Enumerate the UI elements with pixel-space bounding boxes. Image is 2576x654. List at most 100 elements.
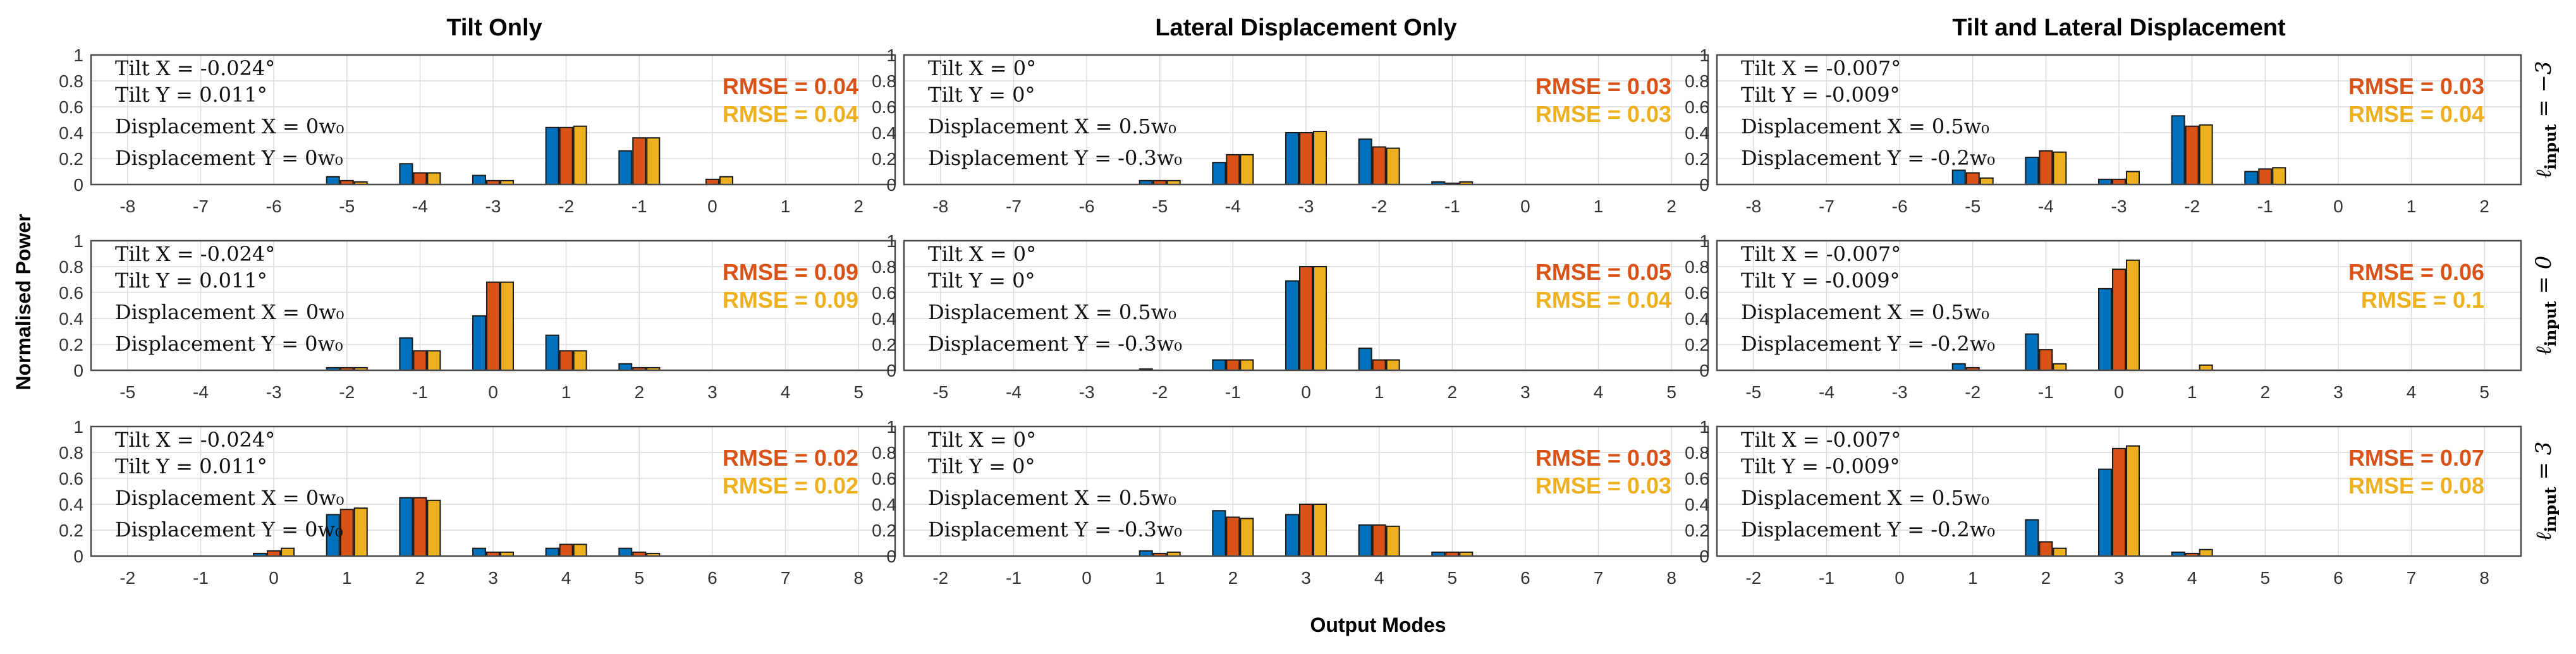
y-tick-label: 0.2: [872, 149, 896, 169]
x-tick-label: -2: [339, 382, 355, 402]
x-tick-label: 1: [342, 568, 352, 588]
y-tick-label: 0.4: [59, 495, 83, 514]
parameter-annotation: Tilt X = 0°: [928, 56, 1036, 80]
bar-s2-m-3: [2126, 171, 2140, 185]
y-tick-label: 0.8: [59, 71, 83, 91]
bar-s0-m-2: [2171, 115, 2185, 186]
parameter-annotation: Displacement Y = -0.2w₀: [1741, 332, 1995, 356]
x-tick-label: -1: [2257, 197, 2273, 216]
y-tick-label: 1: [73, 231, 83, 251]
bar-s1-m2: [413, 497, 427, 557]
x-tick-label: 0: [1520, 197, 1530, 216]
x-tick-label: 1: [1968, 568, 1978, 588]
bar-s0-m0: [472, 315, 486, 371]
x-tick-label: -4: [1819, 382, 1834, 402]
parameter-annotation: Tilt Y = 0°: [928, 454, 1035, 478]
bar-s0-m0: [2098, 288, 2112, 371]
row-label-subscript: input: [2541, 124, 2560, 170]
y-tick-label: 0: [886, 361, 896, 380]
rmse-label: RMSE = 0.07: [2348, 445, 2484, 471]
bar-s1-m1: [559, 350, 573, 371]
column-title-2: Tilt and Lateral Displacement: [1952, 15, 2286, 41]
plot-frame: [903, 425, 1709, 557]
x-tick-label: 0: [1301, 382, 1311, 402]
bar-s2-m-4: [427, 172, 441, 185]
bar-s1-m3: [2112, 447, 2126, 557]
bar-s1-m0: [2112, 269, 2126, 371]
plot-frame: [903, 54, 1709, 186]
parameter-annotation: Displacement X = 0.5w₀: [928, 486, 1176, 510]
bar-s0-m-3: [1285, 132, 1299, 185]
panel-r2-c0: -2 -1 0 1 2 3 4 5 6 7 8 0 0.2 0.4 0.6 0.8 1 Tilt X = -0.0…: [59, 417, 896, 588]
y-tick-label: 1: [1699, 231, 1709, 251]
y-tick-label: 0.8: [59, 443, 83, 463]
x-tick-label: -3: [266, 382, 282, 402]
bar-s1-m-1: [1226, 359, 1240, 371]
x-tick-label: 2: [2479, 197, 2489, 216]
bar-s0-m3: [472, 547, 486, 557]
bar-s1-m0: [486, 281, 500, 371]
x-axis-title: Output Modes: [1310, 614, 1446, 636]
bar-s2-m4: [573, 543, 587, 557]
bar-s0-m2: [399, 497, 413, 557]
rmse-label: RMSE = 0.05: [1535, 259, 1671, 285]
y-tick-label: 0.2: [59, 521, 83, 540]
x-tick-label: -8: [119, 197, 135, 216]
y-tick-label: 1: [1699, 45, 1709, 65]
y-tick-label: 0.8: [1685, 443, 1709, 463]
x-tick-label: -6: [1892, 197, 1908, 216]
x-tick-label: -1: [1006, 568, 1022, 588]
x-tick-label: 2: [853, 197, 864, 216]
x-tick-label: -8: [932, 197, 948, 216]
y-tick-label: 0.6: [59, 283, 83, 303]
bar-s0-m-2: [545, 126, 559, 185]
x-tick-label: 1: [1374, 382, 1384, 402]
bar-s0-m-2: [1358, 138, 1372, 185]
x-tick-label: -2: [932, 568, 948, 588]
x-tick-label: 4: [561, 568, 571, 588]
bar-s2-m0: [719, 176, 733, 186]
parameter-annotation: Tilt Y = 0°: [928, 269, 1035, 293]
bar-s0-m-1: [2025, 333, 2039, 371]
x-tick-label: 0: [1082, 568, 1092, 588]
y-tick-label: 1: [73, 45, 83, 65]
rmse-label: RMSE = 0.03: [1535, 101, 1671, 127]
bar-s0-m-1: [2244, 171, 2259, 185]
x-tick-label: 3: [1520, 382, 1530, 402]
parameter-annotation: Displacement X = 0.5w₀: [1741, 486, 1989, 510]
y-tick-label: 0.8: [59, 257, 83, 277]
x-tick-label: -6: [1079, 197, 1095, 216]
bar-s0-m1: [545, 334, 559, 372]
panels: -8 -7 -6 -5 -4 -3 -2 -1 0 1 2 0 0.2 0.4 0.6 0.8 1 Tilt X …: [59, 45, 2522, 588]
row-label-base: ℓ: [2531, 532, 2556, 541]
bar-s1-m-2: [559, 126, 573, 185]
x-tick-label: 2: [1666, 197, 1676, 216]
y-tick-label: 0.6: [872, 469, 896, 488]
bar-s2-m3: [2126, 445, 2140, 557]
y-tick-label: 0.2: [59, 149, 83, 169]
parameter-annotation: Tilt X = 0°: [928, 242, 1036, 266]
x-tick-label: -5: [119, 382, 135, 402]
y-tick-label: 1: [73, 417, 83, 437]
parameter-annotation: Tilt Y = 0.011°: [115, 269, 267, 293]
y-tick-label: 0: [886, 547, 896, 566]
x-tick-label: 2: [1228, 568, 1238, 588]
y-tick-label: 0.4: [1685, 495, 1709, 514]
y-tick-label: 1: [886, 231, 896, 251]
y-tick-label: 0.2: [1685, 149, 1709, 169]
parameter-annotation: Displacement X = 0w₀: [115, 486, 344, 510]
x-tick-label: 0: [2333, 197, 2343, 216]
row-label-0: ℓinput = −3: [2531, 61, 2560, 178]
panel-r1-c2: -5 -4 -3 -2 -1 0 1 2 3 4 5 0 0.2 0.4 0.6 0.8 1 Tilt X = -…: [1685, 231, 2522, 402]
bar-s2-m1: [353, 507, 368, 557]
x-tick-label: 4: [1594, 382, 1604, 402]
y-tick-label: 0.4: [1685, 123, 1709, 143]
x-tick-label: -1: [632, 197, 647, 216]
x-tick-label: 1: [1155, 568, 1165, 588]
x-tick-label: 0: [269, 568, 279, 588]
bar-s1-m-2: [1372, 146, 1386, 186]
bar-s1-m1: [1372, 359, 1386, 371]
bar-s2-m-2: [2199, 124, 2213, 185]
bar-s1-m3: [1299, 504, 1313, 557]
parameter-annotation: Displacement Y = -0.3w₀: [928, 518, 1182, 542]
